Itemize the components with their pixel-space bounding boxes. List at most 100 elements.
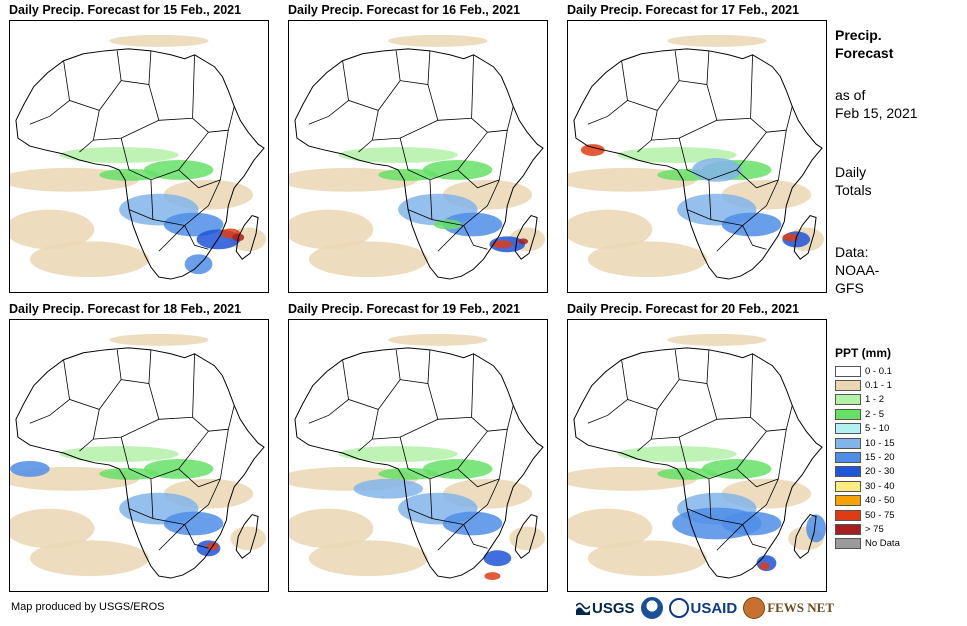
country-border — [457, 468, 500, 488]
country-border — [399, 131, 488, 181]
sidebar-title: Precip. Forecast — [835, 26, 955, 62]
country-border — [437, 524, 464, 551]
precip-area — [806, 514, 826, 543]
country-border — [471, 106, 514, 133]
country-border — [708, 429, 787, 525]
country-border — [679, 50, 710, 86]
country-border — [29, 100, 70, 125]
legend-swatch — [835, 452, 861, 464]
precip-area — [289, 508, 374, 549]
sidebar-data-source: Data: NOAA- GFS — [835, 243, 955, 297]
country-border — [92, 409, 160, 440]
country-border — [679, 349, 710, 385]
legend-label: 40 - 50 — [865, 495, 895, 507]
legend-item: 20 - 30 — [835, 465, 960, 479]
legend-item: 2 - 5 — [835, 407, 960, 421]
madagascar-outline — [235, 214, 259, 260]
legend-label: 20 - 30 — [865, 466, 895, 478]
country-border — [637, 438, 652, 452]
legend-item: 15 - 20 — [835, 450, 960, 464]
precip-area — [433, 219, 462, 230]
coastline — [15, 347, 265, 579]
precip-area — [759, 562, 770, 571]
legend-item: 30 - 40 — [835, 479, 960, 493]
precip-map — [288, 319, 548, 592]
precip-area — [721, 212, 782, 237]
country-border — [158, 524, 185, 551]
africa-map — [289, 34, 546, 280]
legend-label: 2 - 5 — [865, 408, 885, 420]
country-border — [457, 169, 500, 189]
madagascar-outline — [793, 214, 817, 260]
precip-area — [388, 34, 488, 47]
precip-area — [378, 467, 438, 480]
precip-area — [10, 460, 50, 477]
country-border — [371, 409, 439, 440]
africa-map — [568, 333, 826, 579]
precip-area — [163, 212, 224, 237]
legend-item: 0 - 0.1 — [835, 364, 960, 378]
madagascar-outline — [514, 513, 538, 559]
country-border — [750, 106, 793, 133]
country-border — [706, 353, 753, 420]
coastline — [573, 347, 823, 579]
map-credit: Map produced by USGS/EROS — [11, 601, 165, 613]
country-border — [184, 225, 209, 250]
legend-swatch — [835, 495, 861, 507]
precip-map — [567, 319, 827, 592]
legend-label: > 75 — [865, 523, 884, 535]
panel-title: Daily Precip. Forecast for 19 Feb., 2021 — [288, 302, 521, 316]
country-border — [400, 50, 431, 86]
country-border — [429, 429, 508, 525]
legend-swatch — [835, 380, 861, 392]
precip-area — [10, 508, 95, 549]
precip-area — [109, 34, 209, 47]
precip-area — [657, 467, 717, 480]
usaid-seal-icon — [668, 598, 689, 618]
precip-area — [99, 467, 159, 480]
totals-line2: Totals — [835, 182, 872, 198]
precip-area — [492, 240, 513, 249]
precip-area — [442, 212, 503, 237]
legend-label: 0 - 0.1 — [865, 365, 892, 377]
country-border — [92, 110, 160, 141]
forecast-panel-17feb: Daily Precip. Forecast for 17 Feb., 2021 — [567, 3, 827, 295]
country-border — [621, 50, 680, 111]
country-border — [79, 438, 94, 452]
country-border — [29, 399, 70, 424]
precip-area — [509, 526, 546, 551]
precip-area — [353, 478, 423, 499]
country-border — [587, 399, 628, 424]
country-border — [637, 139, 652, 153]
legend-label: 0.1 - 1 — [865, 380, 892, 392]
country-border — [429, 130, 508, 226]
country-border — [686, 209, 712, 220]
country-border — [716, 225, 743, 252]
sidebar-title-line2: Forecast — [835, 45, 894, 61]
legend-label: No Data — [865, 538, 900, 550]
country-border — [192, 405, 235, 432]
legend-swatch — [835, 466, 861, 478]
country-border — [150, 130, 229, 226]
precip-area — [163, 511, 224, 536]
country-border — [463, 524, 488, 549]
country-border — [63, 50, 122, 111]
as-of-date: Feb 15, 2021 — [835, 105, 918, 121]
precip-area — [617, 147, 737, 163]
usgs-logo-text: USGS — [592, 599, 635, 617]
source-line2: NOAA- — [835, 262, 880, 278]
partner-logos: USGS USAID FEWS NET — [576, 596, 834, 620]
country-border — [621, 349, 680, 410]
country-border — [463, 225, 488, 250]
precip-area — [338, 446, 458, 462]
country-border — [716, 524, 743, 551]
country-border — [178, 169, 221, 189]
precip-area — [483, 550, 512, 567]
fews-logo-text: FEWS NET — [767, 600, 835, 615]
legend-swatch — [835, 480, 861, 492]
precip-area — [378, 168, 438, 181]
as-of-label: as of — [835, 87, 866, 103]
forecast-panel-18feb: Daily Precip. Forecast for 18 Feb., 2021 — [9, 302, 269, 594]
africa-map — [10, 34, 267, 280]
coastline — [294, 48, 544, 280]
